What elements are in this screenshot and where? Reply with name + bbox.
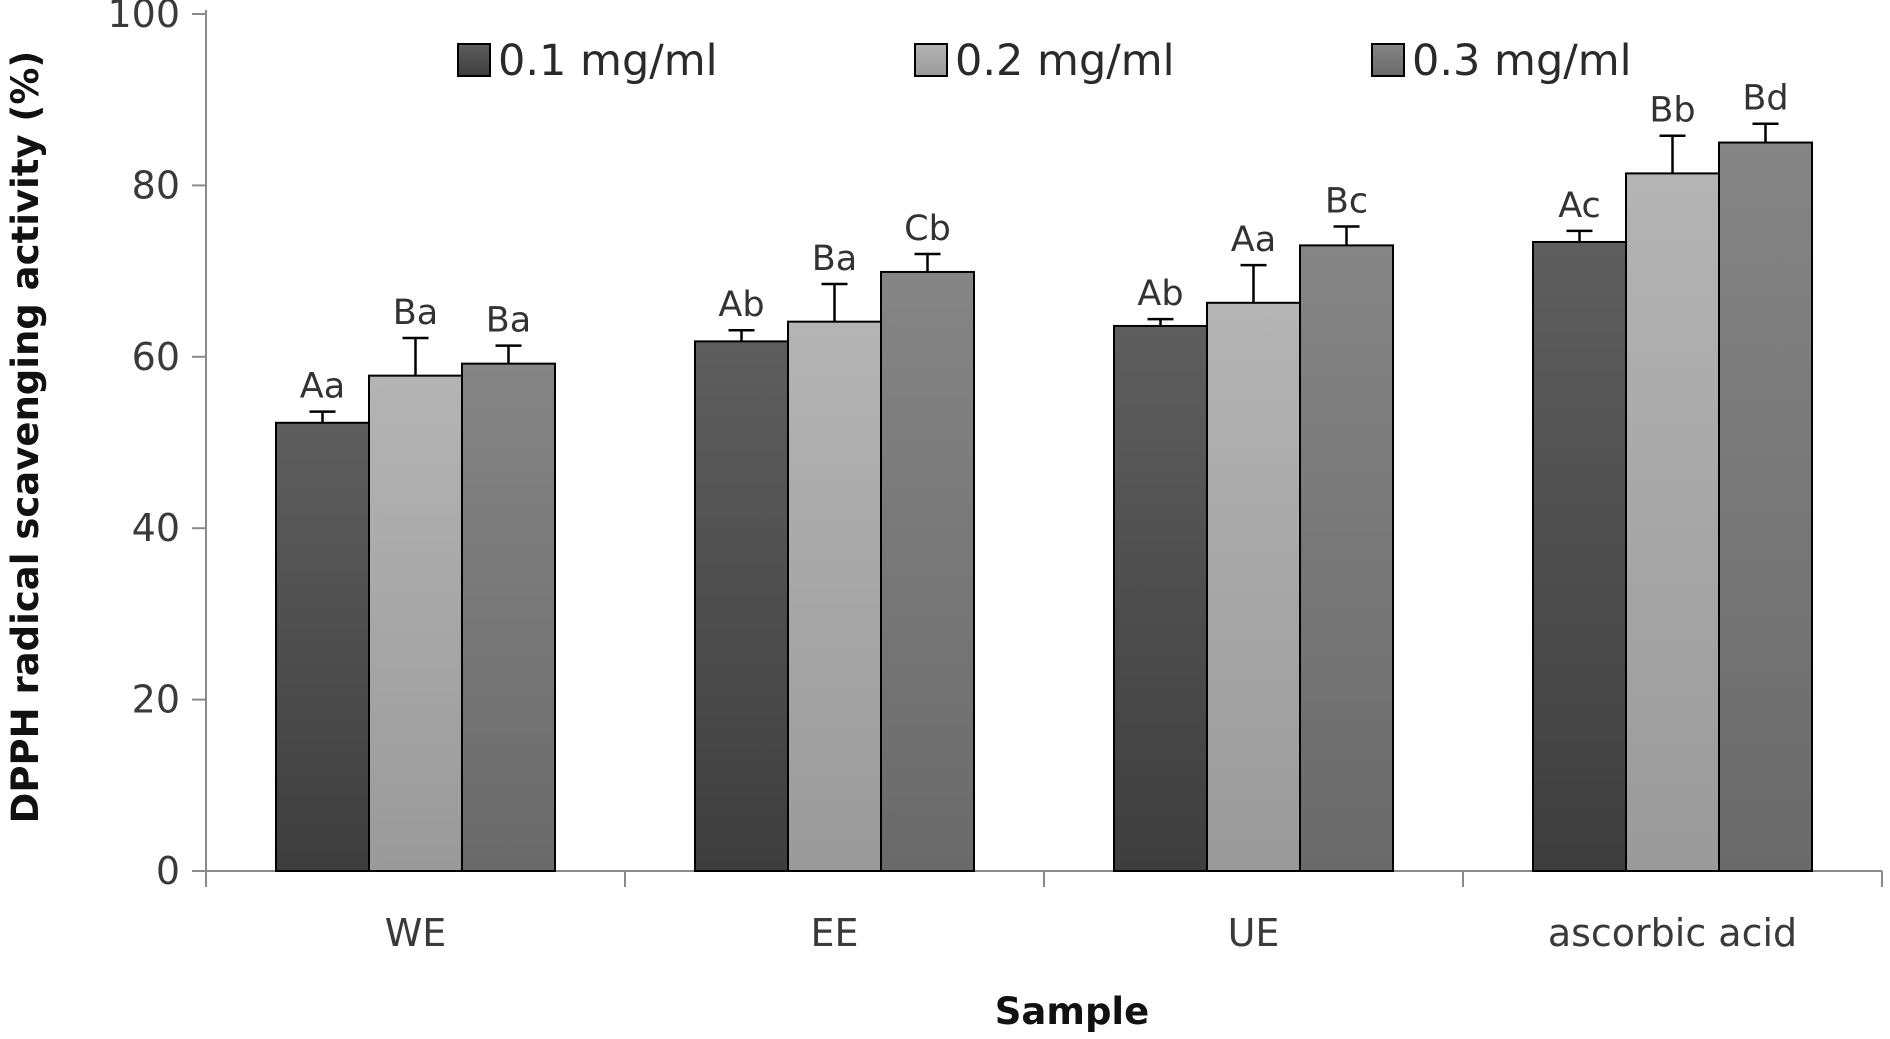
axes: 0 20 40 60 80 100 WE EE UE ascorbic acid [107,0,1883,955]
bar [787,320,882,872]
y-tick-label: 0 [156,849,180,893]
labels: Aa Ba Ba Ab Ba Cb Ab Aa Bc Ac Bb Bd [300,79,1789,407]
significance-label: Bb [1649,91,1695,131]
significance-label: Ba [812,239,857,279]
legend-swatch [914,43,948,77]
y-axis-title: DPPH radical scavenging activity (%) [4,51,47,824]
bar [368,374,463,872]
legend-swatch [457,43,491,77]
legend-entry-label: 0.2 mg/ml [955,36,1175,86]
significance-label: Bc [1325,182,1368,222]
bars [275,122,1813,873]
x-category-label: ascorbic acid [1548,911,1797,955]
bar [1206,301,1301,872]
bar [880,270,975,873]
bar [1625,172,1720,873]
significance-label: Ac [1558,186,1601,226]
legend-entry-label: 0.1 mg/ml [498,36,718,86]
significance-label: Ba [486,301,531,341]
y-tick-label: 100 [107,0,180,36]
significance-label: Ab [718,285,764,325]
y-tick-label: 20 [132,678,180,722]
bar [1299,244,1394,872]
significance-label: Aa [300,367,345,407]
x-category-label: EE [810,911,858,955]
bar [461,362,556,872]
bar [1113,324,1208,872]
significance-label: Bd [1742,79,1788,119]
bar [694,340,789,872]
x-category-label: WE [385,911,447,955]
x-category-label: UE [1228,911,1280,955]
legend: 0.1 mg/ml 0.2 mg/ml 0.3 mg/ml [457,36,1632,86]
significance-label: Cb [904,209,951,249]
y-tick-label: 80 [132,163,180,207]
significance-label: Ab [1137,274,1183,314]
significance-label: Aa [1231,220,1276,260]
bar [1532,240,1627,873]
bar [275,421,370,872]
significance-label: Ba [393,293,438,333]
bar [1718,141,1813,873]
y-tick-label: 60 [132,335,180,379]
legend-entry-label: 0.3 mg/ml [1412,36,1632,86]
legend-swatch [1371,43,1405,77]
y-tick-label: 40 [132,506,180,550]
x-axis-title: Sample [995,990,1149,1033]
